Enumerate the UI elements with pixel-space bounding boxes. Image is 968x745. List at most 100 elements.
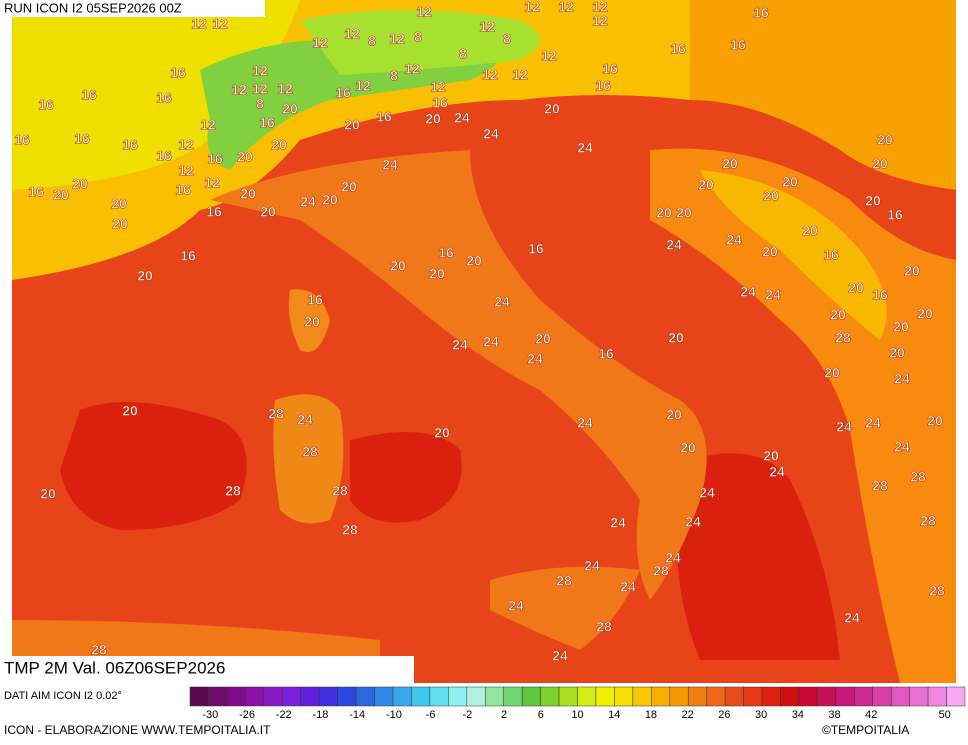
contour-label: 12: [178, 137, 194, 153]
contour-label: 24: [894, 371, 910, 387]
colorbar-swatch: [872, 686, 892, 707]
contour-label: 16: [730, 37, 746, 53]
contour-label: 16: [170, 65, 186, 81]
contour-label: 28: [872, 478, 888, 494]
contour-label: 28: [653, 563, 669, 579]
colorbar-tick-label: -6: [426, 709, 436, 721]
colorbar-swatch: [909, 686, 929, 707]
contour-label: 20: [676, 205, 692, 221]
colorbar-swatch: [614, 686, 634, 707]
colorbar-swatch: [558, 686, 578, 707]
contour-label: 28: [835, 330, 851, 346]
contour-label: 20: [111, 196, 127, 212]
colorbar-swatch: [854, 686, 873, 707]
contour-label: 20: [763, 448, 779, 464]
colorbar-tick-label: 38: [828, 709, 840, 721]
contour-label: 20: [762, 244, 778, 260]
contour-label: 24: [836, 419, 852, 435]
contour-label: 20: [282, 101, 298, 117]
contour-label: 16: [595, 78, 611, 94]
colorbar-swatch: [503, 686, 523, 707]
contour-label: 24: [577, 415, 593, 431]
colorbar-swatch: [466, 686, 486, 707]
contour-label: 24: [382, 157, 398, 173]
colorbar-tick-label: 18: [645, 709, 657, 721]
contour-label: 16: [14, 132, 30, 148]
contour-label: 20: [830, 307, 846, 323]
contour-label: 20: [802, 223, 818, 239]
contour-label: 24: [508, 598, 524, 614]
contour-label: 28: [929, 583, 945, 599]
contour-label: 20: [763, 188, 779, 204]
contour-label: 20: [390, 258, 406, 274]
contour-label: 28: [332, 483, 348, 499]
contour-label: 20: [698, 177, 714, 193]
contour-label: 20: [893, 319, 909, 335]
contour-label: 8: [459, 46, 467, 62]
contour-label: 16: [307, 292, 323, 308]
contour-label: 20: [260, 204, 276, 220]
contour-label: 28: [556, 573, 572, 589]
contour-label: 16: [602, 61, 618, 77]
contour-label: 20: [917, 306, 933, 322]
colorbar-swatch: [927, 686, 947, 707]
contour-label: 24: [844, 610, 860, 626]
colorbar-swatch: [392, 686, 412, 707]
contour-label: 12: [404, 61, 420, 77]
colorbar-swatch: [411, 686, 431, 707]
colorbar-tick-label: 14: [608, 709, 620, 721]
colorbar-tick-label: 6: [538, 709, 544, 721]
colorbar-swatch: [706, 686, 726, 707]
contour-label: 12: [212, 16, 228, 32]
contour-label: 20: [425, 111, 441, 127]
credit-label: ICON - ELABORAZIONE WWW.TEMPOITALIA.IT: [4, 723, 271, 737]
contour-label: 16: [175, 182, 191, 198]
contour-label: 20: [877, 132, 893, 148]
contour-label: 12: [512, 67, 528, 83]
colorbar-tick-label: -30: [202, 709, 218, 721]
contour-label: 20: [668, 330, 684, 346]
contour-label: 16: [753, 5, 769, 21]
contour-label: 28: [91, 642, 107, 658]
contour-label: 16: [872, 287, 888, 303]
colorbar-tick-label: -26: [239, 709, 255, 721]
colorbar-tick-label: -10: [386, 709, 402, 721]
contour-label: 20: [872, 156, 888, 172]
colorbar-swatch: [448, 686, 468, 707]
colorbar-tick-label: 2: [501, 709, 507, 721]
colorbar-swatch: [669, 686, 689, 707]
contour-label: 16: [887, 207, 903, 223]
contour-label: 12: [482, 67, 498, 83]
contour-label: 16: [206, 204, 222, 220]
contour-label: 20: [889, 345, 905, 361]
contour-label: 20: [680, 440, 696, 456]
contour-label: 24: [620, 579, 636, 595]
contour-label: 16: [432, 95, 448, 111]
header-box: [0, 0, 265, 17]
contour-label: 12: [541, 48, 557, 64]
contour-label: 20: [240, 186, 256, 202]
contour-label: 24: [552, 648, 568, 664]
contour-label: 20: [434, 425, 450, 441]
colorbar-tick-label: 50: [939, 709, 951, 721]
colorbar-swatch: [484, 686, 504, 707]
colorbar-swatch: [817, 686, 837, 707]
contour-label: 12: [558, 0, 574, 15]
title-box: [0, 656, 414, 684]
colorbar-tick-label: -2: [462, 709, 472, 721]
contour-label: 16: [376, 109, 392, 125]
contour-label: 20: [429, 266, 445, 282]
contour-label: 24: [685, 514, 701, 530]
contour-label: 20: [304, 314, 320, 330]
contour-label: 20: [666, 407, 682, 423]
contour-label: 8: [368, 33, 376, 49]
colorbar-swatch: [798, 686, 818, 707]
contour-label: 28: [920, 513, 936, 529]
contour-label: 28: [225, 483, 241, 499]
colorbar-swatch: [282, 686, 301, 707]
contour-label: 20: [237, 149, 253, 165]
contour-label: 16: [207, 151, 223, 167]
contour-label: 12: [416, 4, 432, 20]
contour-label: 24: [665, 550, 681, 566]
